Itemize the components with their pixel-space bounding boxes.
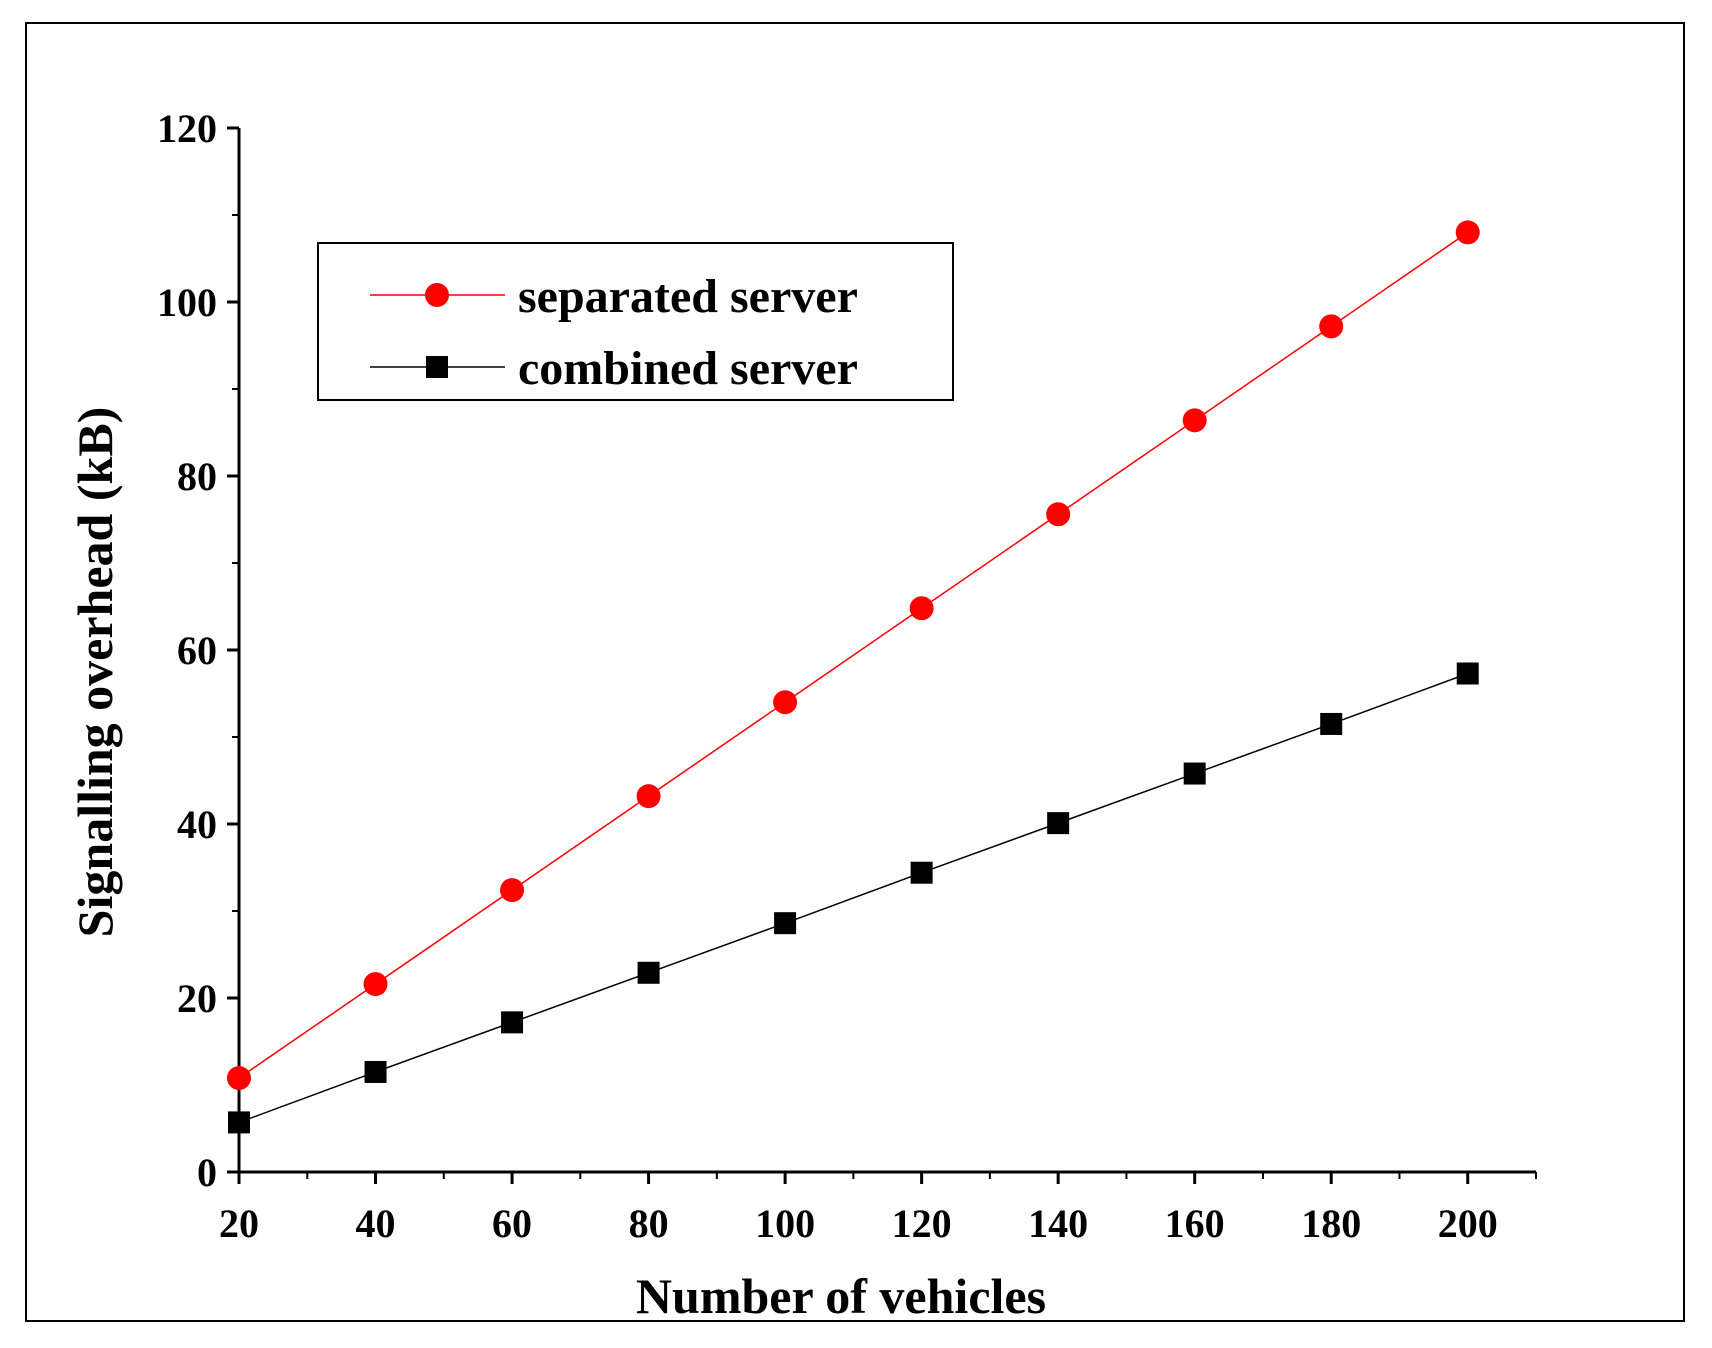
data-point: [1455, 220, 1480, 245]
data-point: [1182, 408, 1207, 433]
data-point: [774, 912, 797, 935]
legend-label-separated: separated server: [518, 270, 858, 323]
chart-frame: [25, 22, 1685, 1322]
data-point: [637, 961, 660, 984]
y-tick-label: 100: [157, 280, 217, 325]
data-point: [909, 596, 934, 621]
series-line: [238, 672, 1468, 1124]
series-combined-server: [228, 662, 1479, 1134]
x-tick-label: 100: [755, 1201, 815, 1246]
x-tick-label: 200: [1438, 1201, 1498, 1246]
data-point: [1047, 812, 1070, 835]
legend-marker-combined: [426, 356, 448, 378]
data-point: [227, 1066, 251, 1091]
x-tick-label: 60: [492, 1201, 532, 1246]
x-tick-label: 180: [1301, 1201, 1361, 1246]
data-point: [500, 878, 525, 903]
data-point: [1046, 502, 1071, 527]
legend-label-combined: combined server: [518, 342, 858, 395]
y-tick-label: 40: [177, 802, 217, 847]
y-tick-label: 20: [177, 976, 217, 1021]
x-axis-title: Number of vehicles: [636, 1268, 1046, 1324]
x-tick-label: 40: [356, 1201, 396, 1246]
x-tick-label: 140: [1028, 1201, 1088, 1246]
data-point: [228, 1111, 250, 1134]
data-point: [501, 1011, 524, 1034]
y-tick-label: 0: [197, 1150, 217, 1195]
legend-marker-separated: [425, 283, 449, 307]
x-tick-label: 80: [629, 1201, 669, 1246]
series-layer: [227, 220, 1480, 1134]
data-point: [1320, 712, 1343, 735]
series-line: [238, 231, 1469, 1079]
data-point: [364, 1060, 387, 1083]
x-tick-label: 120: [892, 1201, 952, 1246]
y-tick-label: 120: [157, 106, 217, 151]
data-point: [1456, 662, 1479, 685]
data-point: [1183, 762, 1206, 785]
data-point: [910, 861, 933, 884]
legend: separated server combined server: [317, 242, 954, 401]
data-point: [1319, 314, 1344, 339]
data-point: [773, 690, 798, 715]
y-tick-label: 80: [177, 454, 217, 499]
data-point: [636, 784, 661, 809]
y-tick-label: 60: [177, 628, 217, 673]
x-tick-label: 20: [219, 1201, 259, 1246]
series-separated-server: [227, 220, 1480, 1091]
legend-box: [317, 242, 954, 401]
data-point: [363, 972, 388, 997]
y-axis-title: Signalling overhead (kB): [67, 407, 123, 938]
x-tick-label: 160: [1165, 1201, 1225, 1246]
